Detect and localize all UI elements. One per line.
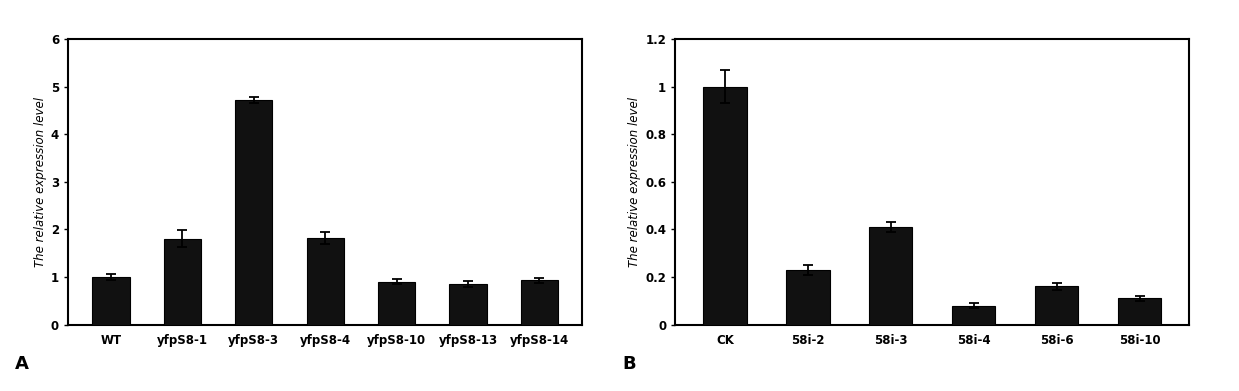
Bar — [870, 227, 912, 325]
Bar — [704, 87, 747, 325]
Text: A: A — [15, 355, 28, 373]
Bar — [307, 238, 343, 325]
Bar — [164, 239, 201, 325]
Y-axis label: The relative expression level: The relative expression level — [33, 97, 47, 267]
Text: B: B — [622, 355, 636, 373]
Bar — [953, 305, 995, 325]
Bar — [520, 280, 558, 325]
Bar — [235, 100, 273, 325]
Bar — [1118, 298, 1161, 325]
Bar — [787, 270, 830, 325]
Y-axis label: The relative expression level: The relative expression level — [628, 97, 641, 267]
Bar — [450, 284, 487, 325]
Bar — [93, 277, 130, 325]
Bar — [378, 282, 415, 325]
Bar — [1036, 287, 1078, 325]
